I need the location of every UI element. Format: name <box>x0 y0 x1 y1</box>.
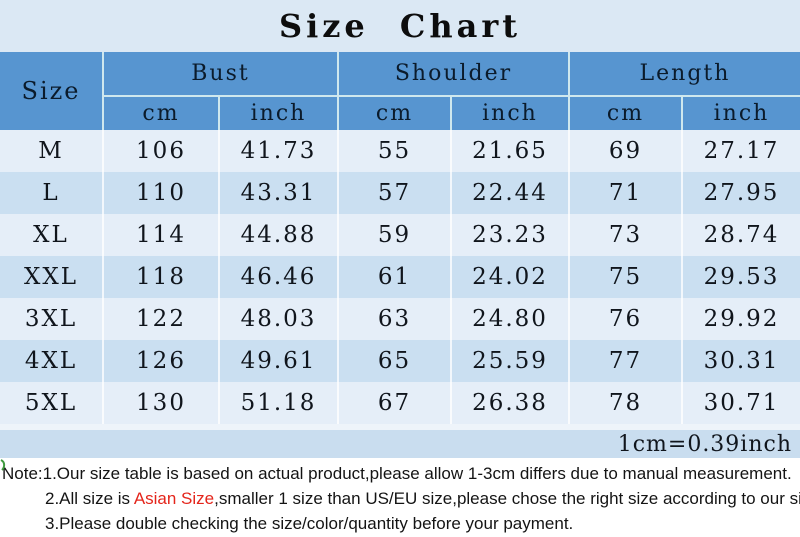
value-cell: 69 <box>568 130 681 172</box>
value-cell: 28.74 <box>681 214 800 256</box>
value-cell: 67 <box>337 382 450 424</box>
unit-header-shoulder-inch: inch <box>450 95 568 130</box>
size-cell: 3XL <box>24 306 78 332</box>
value-cell: 57 <box>337 172 450 214</box>
note-line-3: 3.Please double checking the size/color/… <box>45 514 574 533</box>
unit-header-shoulder-cm: cm <box>337 95 450 130</box>
value-cell: 30.71 <box>681 382 800 424</box>
column-header-length: Length <box>568 52 800 95</box>
column-header-size: Size <box>21 77 81 105</box>
value-cell: 44.88 <box>218 214 337 256</box>
value-cell: 29.53 <box>681 256 800 298</box>
value-cell: 130 <box>102 382 218 424</box>
column-header-shoulder: Shoulder <box>337 52 568 95</box>
size-cell: 5XL <box>24 390 78 416</box>
value-cell: 48.03 <box>218 298 337 340</box>
unit-header-bust-cm: cm <box>102 95 218 130</box>
value-cell: 78 <box>568 382 681 424</box>
table-row: XXL 118 46.46 61 24.02 75 29.53 <box>0 256 800 298</box>
notes-section: Note:1.Our size table is based on actual… <box>0 458 800 537</box>
value-cell: 61 <box>337 256 450 298</box>
value-cell: 26.38 <box>450 382 568 424</box>
table-row: M 106 41.73 55 21.65 69 27.17 <box>0 130 800 172</box>
value-cell: 71 <box>568 172 681 214</box>
table-row: 4XL 126 49.61 65 25.59 77 30.31 <box>0 340 800 382</box>
value-cell: 73 <box>568 214 681 256</box>
value-cell: 23.23 <box>450 214 568 256</box>
table-row: 3XL 122 48.03 63 24.80 76 29.92 <box>0 298 800 340</box>
unit-header-length-cm: cm <box>568 95 681 130</box>
size-cell: XL <box>33 222 69 248</box>
conversion-band: 1cm=0.39inch <box>0 430 800 458</box>
size-cell: XXL <box>23 264 79 290</box>
asian-size-highlight: Asian Size <box>133 489 215 508</box>
unit-header-length-inch: inch <box>681 95 800 130</box>
divider <box>0 424 800 430</box>
table-body: M 106 41.73 55 21.65 69 27.17 L 110 43.3… <box>0 130 800 424</box>
value-cell: 55 <box>337 130 450 172</box>
value-cell: 29.92 <box>681 298 800 340</box>
value-cell: 21.65 <box>450 130 568 172</box>
value-cell: 24.02 <box>450 256 568 298</box>
value-cell: 43.31 <box>218 172 337 214</box>
size-cell: 4XL <box>24 348 78 374</box>
table-row: XL 114 44.88 59 23.23 73 28.74 <box>0 214 800 256</box>
value-cell: 65 <box>337 340 450 382</box>
table-row: L 110 43.31 57 22.44 71 27.95 <box>0 172 800 214</box>
page-title: Size Chart <box>278 7 522 45</box>
size-cell: M <box>38 138 64 164</box>
value-cell: 110 <box>102 172 218 214</box>
note-line-2-prefix: 2.All size is <box>45 489 134 508</box>
value-cell: 49.61 <box>218 340 337 382</box>
value-cell: 51.18 <box>218 382 337 424</box>
size-cell: L <box>42 180 60 206</box>
value-cell: 118 <box>102 256 218 298</box>
table-row: 5XL 130 51.18 67 26.38 78 30.71 <box>0 382 800 424</box>
value-cell: 63 <box>337 298 450 340</box>
value-cell: 126 <box>102 340 218 382</box>
value-cell: 46.46 <box>218 256 337 298</box>
value-cell: 106 <box>102 130 218 172</box>
note-line-2: 2.All size is Asian Size,smaller 1 size … <box>0 486 800 511</box>
note-line-2-suffix: ,smaller 1 size than US/EU size,please c… <box>214 489 800 508</box>
value-cell: 75 <box>568 256 681 298</box>
table-header: Size Bust Shoulder Length cm inch cm inc… <box>0 52 800 130</box>
value-cell: 30.31 <box>681 340 800 382</box>
value-cell: 27.17 <box>681 130 800 172</box>
value-cell: 114 <box>102 214 218 256</box>
value-cell: 41.73 <box>218 130 337 172</box>
value-cell: 76 <box>568 298 681 340</box>
value-cell: 122 <box>102 298 218 340</box>
value-cell: 59 <box>337 214 450 256</box>
conversion-note: 1cm=0.39inch <box>617 431 792 457</box>
column-header-bust: Bust <box>102 52 337 95</box>
green-corner-mark <box>0 459 6 471</box>
note-line-1: Note:1.Our size table is based on actual… <box>2 464 792 483</box>
value-cell: 22.44 <box>450 172 568 214</box>
value-cell: 27.95 <box>681 172 800 214</box>
value-cell: 25.59 <box>450 340 568 382</box>
value-cell: 24.80 <box>450 298 568 340</box>
value-cell: 77 <box>568 340 681 382</box>
title-band: Size Chart <box>0 0 800 52</box>
unit-header-bust-inch: inch <box>218 95 337 130</box>
